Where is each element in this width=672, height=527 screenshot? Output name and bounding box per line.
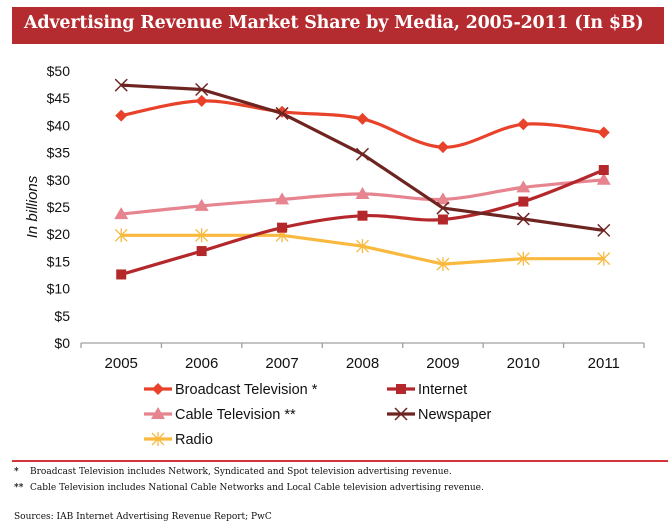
y-tick-label: $20 xyxy=(47,226,71,242)
x-tick-label: 2009 xyxy=(426,355,459,372)
data-point-radio xyxy=(597,251,611,266)
footnote-text: Broadcast Television includes Network, S… xyxy=(30,467,452,477)
legend-label: Newspaper xyxy=(418,407,492,423)
data-point-cable-television xyxy=(194,198,209,211)
y-axis: $0 $5 $10 $15 $20 $25 $30 $35 $40 $45 $50 xyxy=(47,63,71,351)
legend-item-radio: Radio xyxy=(144,432,213,448)
footnote-mark: ** xyxy=(14,483,24,493)
footnote-mark: * xyxy=(14,467,19,477)
x-tick-label: 2007 xyxy=(265,355,298,372)
legend-marker-triangle-icon xyxy=(151,407,165,419)
data-point-broadcast-television xyxy=(517,118,530,131)
legend-marker-x-icon xyxy=(394,407,408,421)
legend-marker-diamond-icon xyxy=(152,383,164,395)
legend-item-internet: Internet xyxy=(387,382,467,398)
legend-item-newspaper: Newspaper xyxy=(387,407,492,423)
x-tick-label: 2006 xyxy=(185,355,218,372)
data-point-radio xyxy=(356,239,369,254)
data-point-internet xyxy=(357,210,368,221)
legend-marker-square-icon xyxy=(396,384,406,394)
data-point-newspaper xyxy=(195,82,209,97)
series-cable-television xyxy=(114,172,611,220)
data-point-cable-television xyxy=(516,180,531,193)
line-chart: $0 $5 $10 $15 $20 $25 $30 $35 $40 $45 $50 In billi… xyxy=(24,63,645,448)
data-point-cable-television xyxy=(275,192,290,205)
legend-item-broadcast-television: Broadcast Television * xyxy=(144,382,318,398)
data-point-radio xyxy=(114,228,128,243)
legend-label: Broadcast Television * xyxy=(175,382,318,398)
y-tick-label: $50 xyxy=(47,63,71,79)
y-tick-label: $15 xyxy=(47,253,71,269)
series-radio xyxy=(114,228,611,272)
data-point-internet xyxy=(518,196,529,207)
data-point-newspaper xyxy=(275,106,289,120)
footnote-text: Cable Television includes National Cable… xyxy=(30,483,484,493)
data-point-internet xyxy=(437,214,448,225)
data-point-newspaper xyxy=(436,201,450,215)
x-tick-label: 2011 xyxy=(588,355,620,372)
data-point-internet xyxy=(116,269,127,280)
y-tick-label: $25 xyxy=(47,199,71,215)
footnote-2: ** Cable Television includes National Cab… xyxy=(14,483,484,493)
x-tick-label: 2008 xyxy=(346,355,379,372)
legend-label: Internet xyxy=(418,382,467,398)
data-point-broadcast-television xyxy=(436,141,449,154)
data-point-cable-television xyxy=(114,207,129,220)
data-point-internet xyxy=(598,165,609,176)
series-internet xyxy=(116,165,609,280)
y-tick-label: $0 xyxy=(54,335,70,351)
legend-label: Radio xyxy=(175,432,213,448)
y-tick-label: $30 xyxy=(47,172,71,188)
legend-label: Cable Television ** xyxy=(175,407,296,423)
chart-title: Advertising Revenue Market Share by Medi… xyxy=(24,13,644,33)
data-point-cable-television xyxy=(596,172,611,185)
data-point-radio xyxy=(516,251,530,266)
data-point-broadcast-television xyxy=(597,126,610,139)
legend-item-cable-television: Cable Television ** xyxy=(144,407,296,423)
data-point-newspaper xyxy=(597,223,611,237)
legend-marker-star-icon xyxy=(151,432,165,446)
series-line-newspaper xyxy=(121,83,605,232)
data-point-broadcast-television xyxy=(195,94,208,107)
data-point-cable-television xyxy=(355,186,370,199)
data-point-broadcast-television xyxy=(115,109,128,122)
data-point-radio xyxy=(436,257,450,272)
y-tick-label: $5 xyxy=(54,308,70,324)
data-point-broadcast-television xyxy=(356,112,369,125)
series-newspaper xyxy=(114,78,611,237)
data-point-internet xyxy=(277,222,288,233)
data-point-newspaper xyxy=(355,147,370,161)
y-tick-label: $35 xyxy=(47,145,71,161)
data-point-newspaper xyxy=(516,212,530,226)
footnote-1: * Broadcast Television includes Network, … xyxy=(14,467,452,477)
x-axis: 2005 2006 2007 2008 2009 2010 2011 xyxy=(80,342,645,372)
series-layer xyxy=(114,78,611,280)
y-axis-label: In billions xyxy=(24,175,41,238)
y-tick-label: $10 xyxy=(47,281,71,297)
x-tick-label: 2005 xyxy=(105,355,138,372)
source-note: Sources: IAB Internet Advertising Revenu… xyxy=(14,512,272,522)
data-point-newspaper xyxy=(114,78,128,92)
footnote-divider xyxy=(12,460,668,462)
data-point-radio xyxy=(195,228,209,243)
data-point-internet xyxy=(196,246,207,257)
series-broadcast-television xyxy=(115,94,610,154)
legend: Broadcast Television * Internet Cable Tele… xyxy=(144,382,492,448)
data-point-cable-television xyxy=(435,192,450,205)
y-tick-label: $40 xyxy=(47,117,71,133)
x-tick-label: 2010 xyxy=(507,355,540,372)
title-bar: Advertising Revenue Market Share by Medi… xyxy=(12,7,664,44)
y-tick-label: $45 xyxy=(47,90,71,106)
